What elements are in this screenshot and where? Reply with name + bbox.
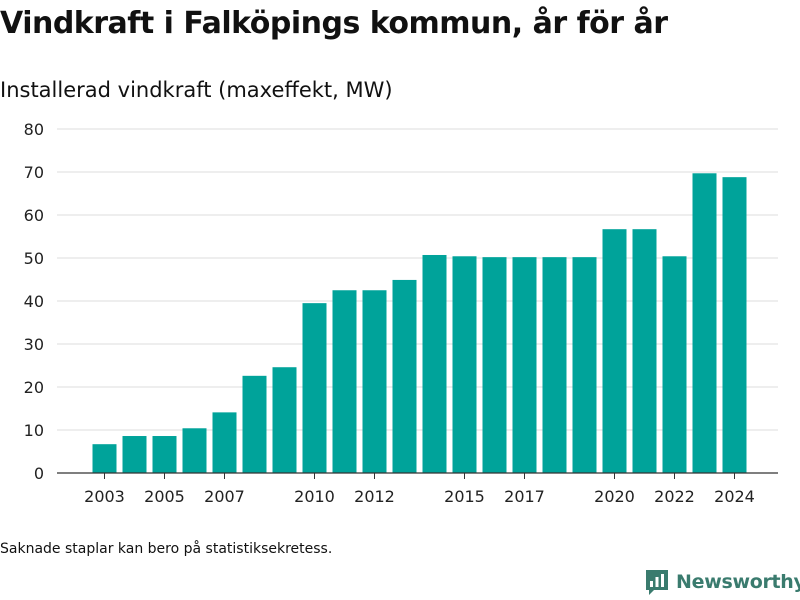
bar-2018 — [542, 257, 567, 473]
bar-2022 — [662, 256, 687, 473]
y-tick-label-80: 80 — [24, 120, 44, 139]
bar-2014 — [422, 254, 447, 473]
chart-title: Vindkraft i Falköpings kommun, år för år — [0, 6, 668, 41]
grid-lines — [57, 128, 778, 431]
x-tick-label-2005: 2005 — [144, 487, 185, 506]
x-tick-label-2017: 2017 — [504, 487, 545, 506]
chart-subtitle: Installerad vindkraft (maxeffekt, MW) — [0, 78, 393, 102]
bar-2013 — [392, 279, 417, 473]
y-tick-label-60: 60 — [24, 206, 44, 225]
x-axis-tick-labels: 2003 2005 2007 2010 2012 2015 2017 2020 2022 2024 — [84, 473, 755, 506]
bar-2010 — [302, 303, 327, 473]
brand-logo: Newsworthy — [644, 568, 800, 596]
x-tick-label-2010: 2010 — [294, 487, 335, 506]
bar-2023 — [692, 173, 717, 473]
bar-2004 — [122, 436, 147, 473]
x-tick-label-2022: 2022 — [654, 487, 695, 506]
bar-2020 — [602, 229, 627, 473]
bar-2024 — [722, 177, 747, 473]
y-tick-label-40: 40 — [24, 292, 44, 311]
bar-2008 — [242, 375, 267, 473]
bar-2012 — [362, 290, 387, 473]
bar-2007 — [212, 412, 237, 473]
x-tick-label-2012: 2012 — [354, 487, 395, 506]
y-tick-label-70: 70 — [24, 163, 44, 182]
x-tick-label-2007: 2007 — [204, 487, 245, 506]
y-tick-label-0: 0 — [34, 464, 44, 483]
bar-2005 — [152, 436, 177, 473]
bar-2009 — [272, 367, 297, 473]
y-tick-label-10: 10 — [24, 421, 44, 440]
y-axis-tick-labels: 0 10 20 30 40 50 60 70 80 — [24, 120, 44, 483]
bar-2019 — [572, 257, 597, 473]
y-tick-label-20: 20 — [24, 378, 44, 397]
brand-name: Newsworthy — [676, 571, 800, 593]
bar-2006 — [182, 428, 207, 473]
bar-2011 — [332, 290, 357, 473]
y-tick-label-50: 50 — [24, 249, 44, 268]
bar-2015 — [452, 256, 477, 473]
x-tick-label-2003: 2003 — [84, 487, 125, 506]
x-tick-label-2024: 2024 — [714, 487, 755, 506]
bar-2016 — [482, 257, 507, 473]
footnote: Saknade staplar kan bero på statistiksek… — [0, 541, 333, 557]
x-tick-label-2020: 2020 — [594, 487, 635, 506]
bar-2017 — [512, 257, 537, 473]
newsworthy-logo-icon — [646, 570, 668, 595]
bar-2021 — [632, 229, 657, 473]
y-tick-label-30: 30 — [24, 335, 44, 354]
bars — [92, 173, 747, 473]
x-tick-label-2015: 2015 — [444, 487, 485, 506]
bar-2003 — [92, 444, 117, 473]
